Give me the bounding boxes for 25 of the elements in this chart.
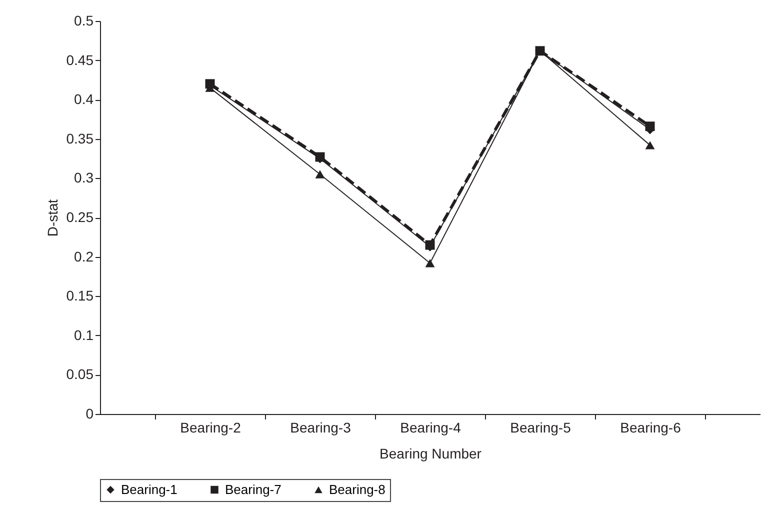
x-axis-title: Bearing Number (380, 446, 482, 462)
y-tick-label: 0.45 (66, 52, 94, 68)
point (425, 258, 435, 268)
y-tick-label: 0.2 (74, 248, 94, 264)
legend-label: Bearing-7 (225, 482, 282, 497)
y-axis-title: D-stat (44, 199, 60, 237)
point (645, 122, 655, 132)
y-tick-label: 0.1 (74, 326, 94, 343)
y-tick-label: 0.05 (66, 366, 94, 382)
y-tick-label: 0.35 (66, 130, 94, 146)
legend-label: Bearing-1 (121, 482, 178, 497)
x-tick-label: Bearing-4 (400, 420, 462, 436)
y-tick-label: 0 (86, 406, 94, 422)
y-tick-label: 0.15 (66, 288, 94, 304)
y-tick-label: 0.3 (74, 170, 94, 186)
legend-label: Bearing-8 (329, 482, 386, 497)
x-tick-label: Bearing-3 (290, 420, 352, 436)
x-tick-label: Bearing-6 (620, 420, 682, 436)
y-tick-label: 0.4 (74, 91, 94, 108)
point (315, 170, 325, 178)
y-tick-label: 0.25 (66, 209, 94, 225)
x-tick-label: Bearing-5 (510, 420, 572, 436)
x-tick-label: Bearing-2 (180, 420, 242, 436)
point (645, 141, 655, 150)
y-tick-label: 0.5 (74, 12, 94, 28)
